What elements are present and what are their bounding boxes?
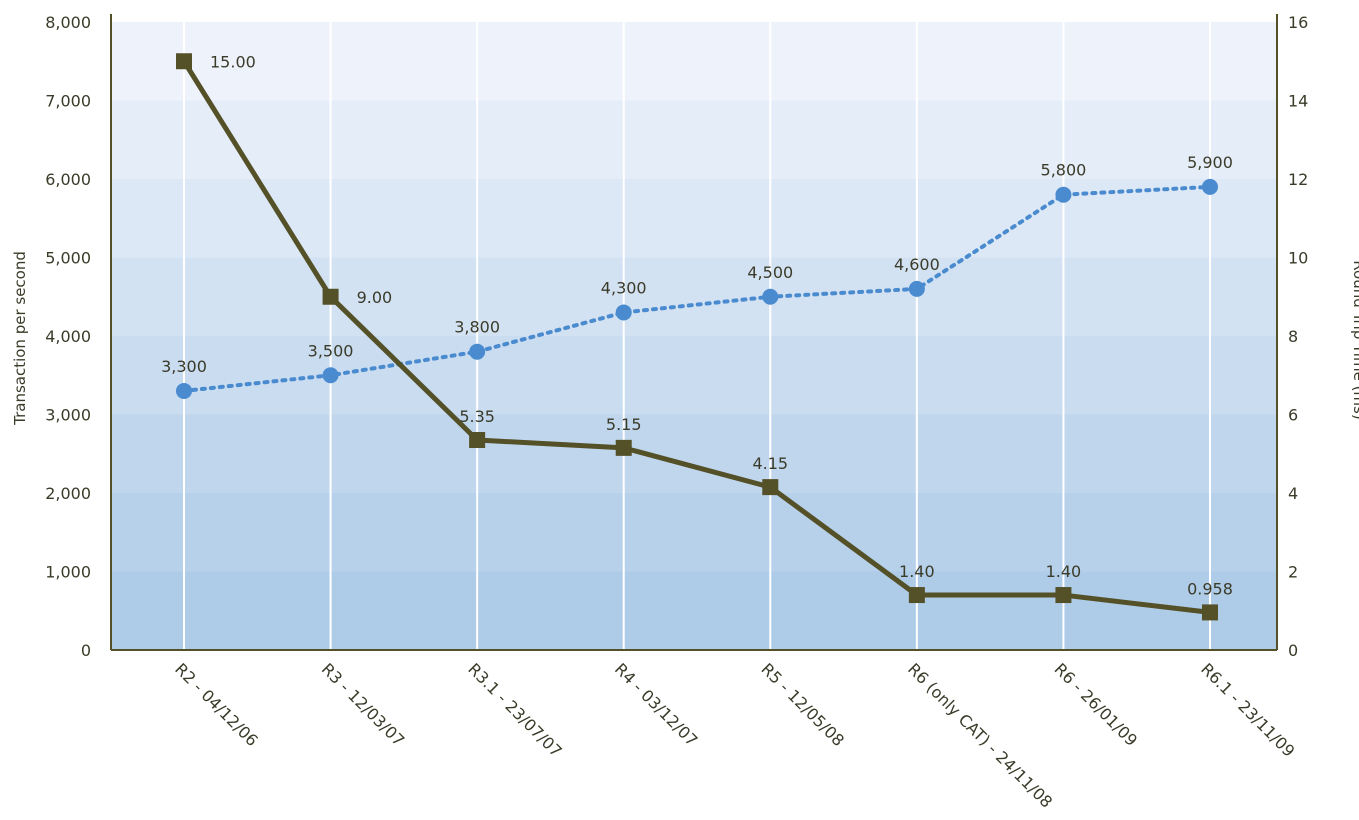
rtt-point bbox=[1055, 587, 1072, 604]
category-labels: R2 - 04/12/06 R3 - 12/03/07 R3.1 - 23/07/0… bbox=[171, 659, 1298, 811]
background-band bbox=[111, 22, 1277, 101]
rtt-point bbox=[615, 439, 632, 456]
x-tick-label: R6 (only CAT) - 24/11/08 bbox=[904, 659, 1056, 811]
rtt-point bbox=[762, 479, 779, 496]
y2-tick-label: 4 bbox=[1288, 484, 1298, 503]
y-tick-label: 1,000 bbox=[45, 563, 91, 582]
tps-data-label: 3,300 bbox=[161, 357, 207, 376]
y-tick-label: 6,000 bbox=[45, 170, 91, 189]
rtt-point bbox=[322, 288, 339, 305]
y2-tick-label: 14 bbox=[1288, 92, 1308, 111]
background-band bbox=[111, 414, 1277, 493]
y2-tick-label: 16 bbox=[1288, 13, 1308, 32]
x-tick-label: R3.1 - 23/07/07 bbox=[464, 659, 565, 760]
x-tick-label: R5 - 12/05/08 bbox=[757, 659, 848, 750]
x-tick-label: R6 - 26/01/09 bbox=[1051, 659, 1142, 750]
gridlines bbox=[183, 22, 1211, 650]
rtt-data-label: 0.958 bbox=[1187, 579, 1233, 598]
y-tick-label: 7,000 bbox=[45, 92, 91, 111]
y-tick-label: 8,000 bbox=[45, 13, 91, 32]
x-tick-label: R6.1 - 23/11/09 bbox=[1197, 659, 1298, 760]
tps-data-label: 5,900 bbox=[1187, 153, 1233, 172]
tps-point bbox=[762, 288, 779, 305]
tps-series-line bbox=[182, 184, 1212, 393]
y2-tick-label: 8 bbox=[1288, 327, 1298, 346]
y-tick-label: 4,000 bbox=[45, 327, 91, 346]
tps-data-label: 5,800 bbox=[1041, 161, 1087, 180]
rtt-point bbox=[908, 587, 925, 604]
y-tick-label: 3,000 bbox=[45, 406, 91, 425]
background-band bbox=[111, 336, 1277, 415]
tps-point bbox=[322, 367, 339, 384]
rtt-data-label: 1.40 bbox=[899, 562, 935, 581]
tps-data-label: 3,800 bbox=[454, 318, 500, 337]
y2-tick-label: 0 bbox=[1288, 641, 1298, 660]
rtt-point bbox=[469, 432, 486, 449]
x-tick-label: R3 - 12/03/07 bbox=[318, 659, 409, 750]
plot-background bbox=[111, 22, 1277, 650]
rtt-data-label: 5.35 bbox=[459, 407, 495, 426]
rtt-data-label: 9.00 bbox=[357, 288, 393, 307]
y2-tick-label: 12 bbox=[1288, 170, 1308, 189]
y2-axis-title: Round Trip Time (ms) bbox=[1350, 260, 1359, 419]
tps-point bbox=[1202, 178, 1218, 195]
y2-tick-label: 10 bbox=[1288, 249, 1308, 268]
background-band bbox=[111, 571, 1277, 650]
y2-tick-label: 6 bbox=[1288, 406, 1298, 425]
background-band bbox=[111, 257, 1277, 336]
background-band bbox=[111, 100, 1277, 179]
y-tick-label: 0 bbox=[81, 641, 91, 660]
rtt-point bbox=[176, 53, 192, 70]
background-band bbox=[111, 493, 1277, 572]
x-tick-label: R2 - 04/12/06 bbox=[171, 659, 262, 750]
tps-data-label: 4,500 bbox=[747, 263, 793, 282]
y2-tick-label: 2 bbox=[1288, 563, 1298, 582]
tps-point bbox=[1055, 186, 1072, 203]
rtt-data-label: 4.15 bbox=[752, 454, 788, 473]
tps-point bbox=[469, 343, 486, 360]
tps-point bbox=[615, 304, 632, 321]
axes bbox=[110, 14, 1278, 651]
tps-point bbox=[176, 382, 192, 399]
tps-data-label: 4,300 bbox=[601, 278, 647, 297]
x-tick-label: R4 - 03/12/07 bbox=[611, 659, 702, 750]
y-tick-label: 5,000 bbox=[45, 249, 91, 268]
y-tick-label: 2,000 bbox=[45, 484, 91, 503]
rtt-data-label: 5.15 bbox=[606, 415, 642, 434]
rtt-point bbox=[1202, 604, 1218, 621]
rtt-data-label: 1.40 bbox=[1046, 562, 1082, 581]
rtt-data-label: 15.00 bbox=[210, 52, 256, 71]
tps-data-label: 3,500 bbox=[308, 341, 354, 360]
y-axis-title: Transaction per second bbox=[11, 251, 29, 426]
tps-data-label: 4,600 bbox=[894, 255, 940, 274]
data-labels: 3,300 3,500 3,800 4,300 4,500 4,600 5,800 5,900… bbox=[161, 52, 1233, 598]
rtt-series-line bbox=[181, 59, 1211, 615]
tick-labels: 0 1,000 2,000 3,000 4,000 5,000 6,000 7,000 8,00… bbox=[45, 13, 1308, 660]
tps-point bbox=[908, 280, 925, 297]
series bbox=[176, 53, 1218, 621]
